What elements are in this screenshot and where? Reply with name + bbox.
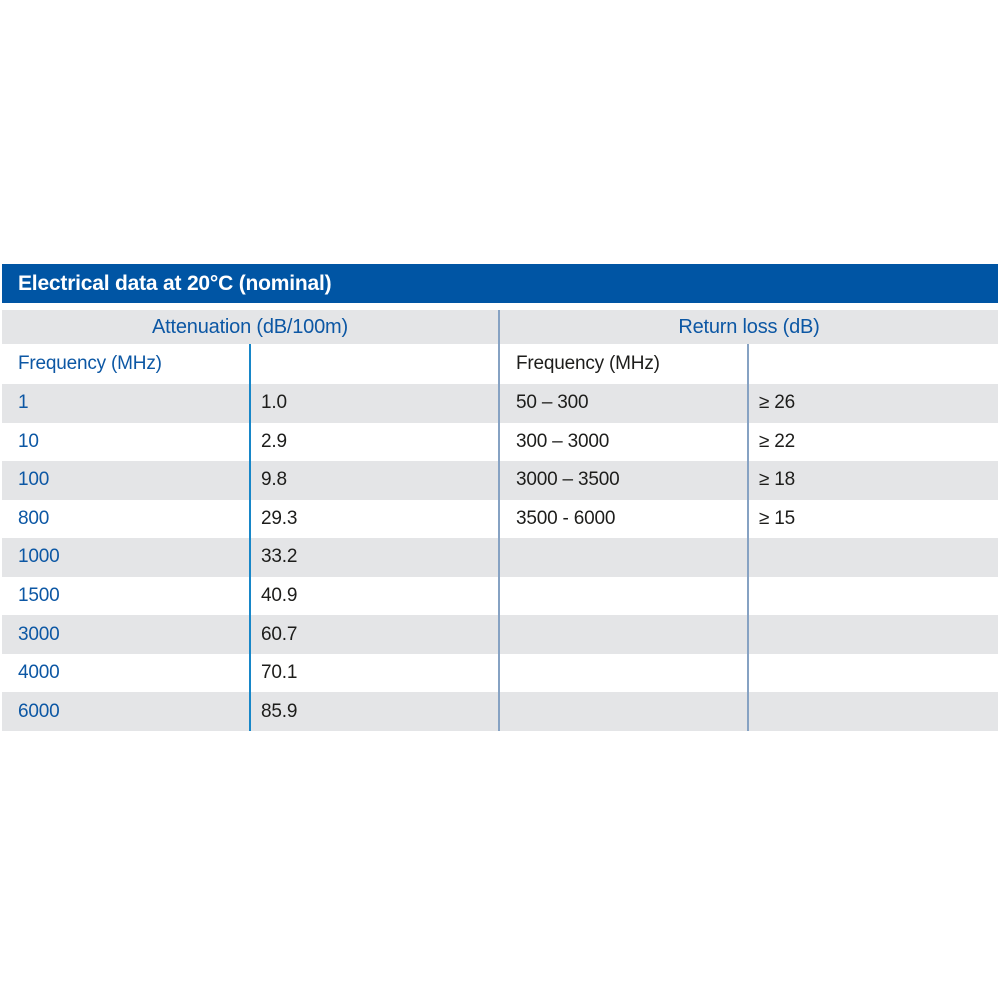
frequency-range-cell bbox=[500, 653, 749, 693]
frequency-range-cell: 50 – 300 bbox=[500, 384, 749, 423]
return-loss-value-cell bbox=[749, 692, 998, 731]
table-row: 1 1.0 50 – 300 ≥ 26 bbox=[2, 384, 998, 423]
frequency-range-cell bbox=[500, 692, 749, 731]
frequency-cell: 3000 bbox=[2, 615, 251, 654]
frequency-cell: 100 bbox=[2, 461, 251, 500]
table-row: 1500 40.9 bbox=[2, 576, 998, 616]
section-header-row: Attenuation (dB/100m) Return loss (dB) bbox=[2, 310, 998, 344]
title-gap bbox=[2, 303, 998, 310]
return-loss-value-cell bbox=[749, 615, 998, 654]
table-row: 1000 33.2 bbox=[2, 538, 998, 577]
attenuation-value-cell: 40.9 bbox=[251, 576, 500, 616]
attenuation-value-cell: 29.3 bbox=[251, 499, 500, 539]
return-loss-section-header: Return loss (dB) bbox=[678, 315, 820, 338]
frequency-cell: 10 bbox=[2, 422, 251, 462]
return-loss-value-cell bbox=[749, 577, 998, 616]
frequency-cell: 4000 bbox=[2, 653, 251, 693]
table-row: 4000 70.1 bbox=[2, 653, 998, 693]
frequency-cell: 6000 bbox=[2, 692, 251, 731]
attenuation-value-cell: 9.8 bbox=[251, 461, 500, 500]
attenuation-value-cell: 33.2 bbox=[251, 538, 500, 577]
return-loss-value-cell: ≥ 22 bbox=[759, 430, 796, 452]
return-loss-value-cell: ≥ 18 bbox=[759, 469, 796, 491]
table-row: 800 29.3 3500 - 6000 ≥ 15 bbox=[2, 499, 998, 539]
frequency-range-cell: 300 – 3000 bbox=[500, 422, 749, 462]
frequency-cell: 1000 bbox=[2, 538, 251, 577]
frequency-cell: 1500 bbox=[2, 576, 251, 616]
table-row: 6000 85.9 bbox=[2, 692, 998, 731]
attenuation-value-cell: 70.1 bbox=[251, 653, 500, 693]
frequency-range-cell: 3500 - 6000 bbox=[500, 499, 749, 539]
electrical-data-table: Electrical data at 20°C (nominal) Attenu… bbox=[2, 264, 998, 731]
table-title-bar: Electrical data at 20°C (nominal) bbox=[2, 264, 998, 303]
attenuation-value-column-header bbox=[251, 344, 500, 384]
attenuation-frequency-column-header: Frequency (MHz) bbox=[2, 344, 251, 384]
table-row: 10 2.9 300 – 3000 ≥ 22 bbox=[2, 422, 998, 462]
return-loss-value-cell bbox=[749, 654, 998, 693]
frequency-range-cell bbox=[500, 576, 749, 616]
return-loss-value-cell: ≥ 15 bbox=[759, 507, 796, 529]
return-loss-frequency-column-header: Frequency (MHz) bbox=[500, 344, 749, 384]
return-loss-value-column-header bbox=[749, 344, 998, 384]
table-row: 100 9.8 3000 – 3500 ≥ 18 bbox=[2, 461, 998, 500]
attenuation-value-cell: 60.7 bbox=[251, 615, 500, 654]
attenuation-value-cell: 85.9 bbox=[251, 692, 500, 731]
table-row: 3000 60.7 bbox=[2, 615, 998, 654]
attenuation-section-header: Attenuation (dB/100m) bbox=[2, 310, 500, 344]
attenuation-value-cell: 2.9 bbox=[251, 422, 500, 462]
frequency-range-cell bbox=[500, 538, 749, 577]
table-title: Electrical data at 20°C (nominal) bbox=[18, 271, 332, 295]
frequency-range-cell bbox=[500, 615, 749, 654]
return-loss-value-cell bbox=[749, 538, 998, 577]
return-loss-value-cell: ≥ 26 bbox=[759, 392, 796, 414]
column-header-row: Frequency (MHz) Frequency (MHz) bbox=[2, 344, 998, 384]
frequency-cell: 800 bbox=[2, 499, 251, 539]
frequency-range-cell: 3000 – 3500 bbox=[500, 461, 749, 500]
frequency-cell: 1 bbox=[2, 384, 251, 423]
attenuation-value-cell: 1.0 bbox=[251, 384, 500, 423]
